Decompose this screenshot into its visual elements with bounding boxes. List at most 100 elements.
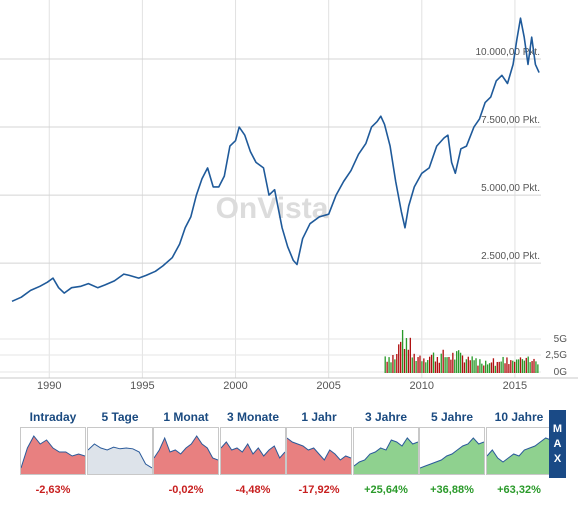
- volume-bar: [465, 359, 468, 373]
- volume-bar: [500, 361, 502, 373]
- sparkline-area: [21, 436, 85, 474]
- volume-bar: [442, 349, 444, 373]
- volume-bar: [477, 365, 479, 373]
- volume-bar: [521, 359, 524, 373]
- volume-bar: [403, 348, 406, 373]
- volume-bar: [415, 361, 417, 373]
- volume-bar: [490, 362, 493, 373]
- price-line: [11, 17, 540, 303]
- tab-1-jahr[interactable]: 1 Jahr -17,92%: [286, 410, 352, 496]
- y-tick-label: 5.000,00 Pkt.: [481, 183, 540, 194]
- x-axis-ticks: 1990 1995 2000 2005 2010 2015: [37, 380, 527, 392]
- volume-bar: [430, 354, 433, 373]
- tab-change-value: +36,88%: [430, 484, 474, 496]
- volume-bar: [411, 357, 413, 373]
- volume-bar: [401, 330, 404, 373]
- tab-change-value: -4,48%: [235, 484, 271, 496]
- sparkline-line: [286, 437, 352, 461]
- volume-bar: [450, 359, 452, 373]
- volume-bar: [388, 357, 390, 373]
- sparkline-line: [419, 437, 485, 469]
- volume-bar: [413, 353, 415, 373]
- tab-label: 3 Monate: [226, 410, 279, 424]
- volume-bar: [432, 352, 435, 373]
- volume-bar: [502, 356, 504, 373]
- volume-bar: [467, 356, 469, 373]
- tab-3-jahre[interactable]: 3 Jahre +25,64%: [353, 410, 419, 496]
- sparkline-line: [87, 443, 153, 469]
- volume-bar: [529, 362, 531, 373]
- volume-bar: [392, 354, 394, 373]
- volume-bar: [444, 357, 446, 373]
- volume-bar: [496, 361, 498, 373]
- volume-bar: [523, 360, 526, 373]
- tab-10-jahre[interactable]: 10 Jahre +63,32%: [486, 410, 552, 496]
- volume-bar: [473, 360, 475, 373]
- volume-bar: [454, 359, 456, 373]
- tab-sparkline: [220, 427, 286, 475]
- sparkline-line: [353, 437, 419, 467]
- volume-bar: [492, 358, 495, 373]
- sparkline-area: [154, 436, 218, 474]
- y-tick-label: 10.000,00 Pkt.: [476, 47, 541, 58]
- volume-bar: [390, 362, 392, 373]
- tab-label: 10 Jahre: [494, 410, 544, 424]
- volume-tick-label: 2,5G: [545, 350, 567, 361]
- volume-bar: [488, 363, 491, 373]
- sparkline-svg: [153, 435, 219, 474]
- tab-intraday[interactable]: Intraday -2,63%: [20, 410, 86, 496]
- sparkline-area: [287, 438, 351, 474]
- tab-5-tage[interactable]: 5 Tage: [87, 410, 153, 484]
- sparkline-area: [354, 438, 418, 474]
- max-letter: M: [552, 422, 563, 435]
- tab-sparkline: [286, 427, 352, 475]
- sparkline-svg: [286, 437, 352, 474]
- max-period-button[interactable]: M A X: [549, 410, 566, 478]
- tab-label: 1 Monat: [163, 410, 209, 424]
- tab-label: Intraday: [29, 410, 77, 424]
- plot-background: [0, 0, 578, 378]
- volume-bar: [407, 349, 410, 373]
- volume-bar: [440, 353, 442, 373]
- sparkline-area: [420, 438, 484, 474]
- tab-sparkline: [419, 427, 485, 475]
- chart-grid: [0, 0, 578, 379]
- volume-bar: [405, 338, 408, 373]
- tab-change-value: -17,92%: [298, 484, 340, 496]
- volume-bar: [409, 337, 411, 373]
- volume-bar: [438, 362, 440, 373]
- y-tick-label: 7.500,00 Pkt.: [481, 115, 540, 126]
- tab-label: 5 Tage: [101, 410, 139, 424]
- volume-bar: [506, 357, 508, 373]
- volume-bar: [533, 358, 535, 373]
- volume-bar: [425, 362, 427, 373]
- volume-bar: [531, 361, 533, 373]
- volume-bar: [515, 359, 518, 373]
- volume-axis-ticks: 5G 2,5G 0G: [545, 334, 567, 378]
- tab-5-jahre[interactable]: 5 Jahre +36,88%: [419, 410, 485, 496]
- tab-sparkline: [486, 427, 552, 475]
- volume-bar: [469, 360, 471, 373]
- volume-bar: [457, 350, 460, 373]
- volume-bar: [508, 364, 510, 373]
- volume-bar: [394, 359, 396, 373]
- tab-sparkline: [353, 427, 419, 475]
- volume-bar: [494, 365, 497, 373]
- volume-bar: [525, 357, 527, 373]
- volume-bar: [446, 357, 448, 373]
- volume-bar: [481, 363, 483, 373]
- volume-bar: [514, 361, 516, 373]
- sparkline-line: [20, 435, 86, 469]
- tab-change-value: -0,02%: [168, 484, 204, 496]
- volume-bar: [483, 365, 485, 373]
- volume-tick-label: 5G: [554, 334, 568, 345]
- max-letter: A: [553, 437, 562, 450]
- volume-bar: [421, 361, 423, 373]
- volume-bar: [452, 352, 454, 373]
- x-tick-label: 1990: [37, 380, 61, 392]
- volume-bar: [519, 357, 522, 373]
- tab-1-monat[interactable]: 1 Monat -0,02%: [153, 410, 219, 496]
- volume-bar: [517, 359, 520, 373]
- volume-bar: [427, 360, 429, 373]
- tab-3-monate[interactable]: 3 Monate -4,48%: [220, 410, 286, 496]
